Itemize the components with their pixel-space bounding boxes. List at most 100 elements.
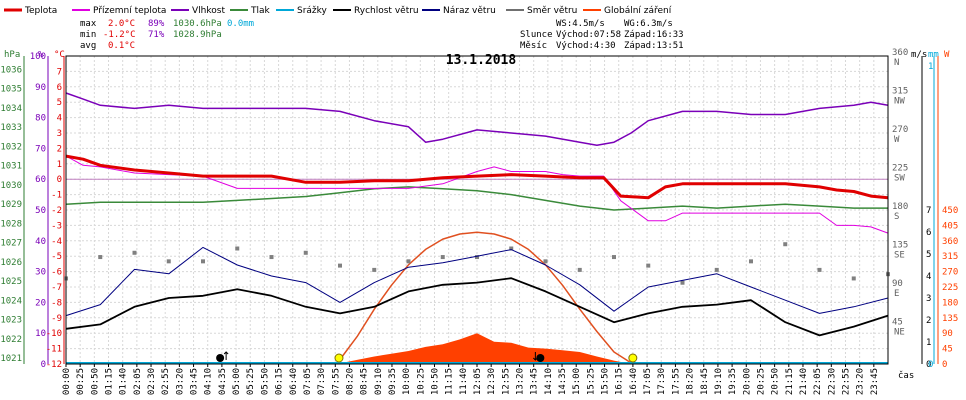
x-tick-label: 05:00 — [232, 368, 242, 395]
humidity-tick-label: 60 — [35, 175, 46, 185]
humidity-tick-label: 10 — [35, 329, 46, 339]
axis-unit-labels: hPa % °C m/s mm W čas — [4, 50, 950, 381]
temperature-tick-label: 5 — [57, 98, 62, 108]
direction-tick-degree: 90 — [892, 279, 903, 289]
x-tick-label: 07:30 — [317, 368, 327, 395]
legend-teplota: Teplota — [24, 6, 57, 16]
x-tick-label: 03:20 — [175, 368, 185, 395]
radiation-tick-label: 405 — [942, 221, 958, 231]
temperature-tick-label: 0 — [57, 175, 62, 185]
wind-tick-label: 4 — [926, 272, 931, 282]
x-tick-label: 10:50 — [430, 368, 440, 395]
wind-direction-point — [132, 250, 137, 255]
series-temperature — [65, 154, 889, 200]
sunset-marker — [628, 353, 638, 363]
series-layer — [64, 92, 890, 365]
wind-direction-point — [509, 246, 514, 251]
wind-tick-label: 3 — [926, 294, 931, 304]
pressure-tick-label: 1024 — [0, 296, 22, 306]
temperature-tick-label: 4 — [57, 114, 62, 124]
legend-smer-vetru: Směr větru — [527, 6, 577, 16]
x-tick-label: 12:55 — [501, 368, 511, 395]
radiation-tick-label: 315 — [942, 252, 958, 262]
x-tick-label: 09:35 — [388, 368, 398, 395]
unit-rain: mm — [928, 50, 939, 60]
wind-direction-point — [543, 259, 548, 264]
plot-frame — [65, 55, 889, 365]
x-tick-label: 23:20 — [856, 368, 866, 395]
x-tick-label: 02:30 — [147, 368, 157, 395]
direction-tick-name: SE — [894, 251, 905, 261]
radiation-tick-label: 0 — [942, 360, 947, 370]
stat-ws: WS:4.5m/s — [556, 19, 605, 29]
pressure-tick-label: 1031 — [0, 162, 22, 172]
stat-min-press: 1028.9hPa — [173, 30, 222, 40]
temperature-tick-label: -1 — [51, 191, 62, 201]
direction-tick-name: N — [894, 58, 899, 68]
stat-max-rain: 0.0mm — [227, 19, 254, 29]
legend-tlak: Tlak — [250, 6, 271, 16]
x-tick-label: 12:30 — [487, 368, 497, 395]
x-tick-label: 07:55 — [331, 368, 341, 395]
temperature-tick-label: -9 — [51, 314, 62, 324]
x-tick-label: 09:10 — [374, 368, 384, 395]
pressure-tick-label: 1032 — [0, 142, 22, 152]
unit-wind: m/s — [911, 50, 927, 60]
series-global-radiation — [336, 333, 632, 364]
x-tick-label: 13:45 — [530, 368, 540, 395]
x-tick-label: 18:45 — [700, 368, 710, 395]
x-tick-label: 15:00 — [572, 368, 582, 395]
x-tick-label: 22:30 — [827, 368, 837, 395]
wind-direction-point — [817, 267, 822, 272]
x-tick-label: 21:40 — [799, 368, 809, 395]
x-tick-label: 05:25 — [246, 368, 256, 395]
x-tick-label: 11:15 — [445, 368, 455, 395]
x-tick-label: 17:05 — [643, 368, 653, 395]
legend-naraz-vetru: Náraz větru — [443, 6, 496, 16]
x-tick-label: 12:05 — [473, 368, 483, 395]
moonset-arrow — [533, 352, 538, 361]
humidity-tick-label: 50 — [35, 206, 46, 216]
moonrise-marker — [216, 354, 225, 362]
radiation-tick-label: 135 — [942, 314, 958, 324]
x-tick-label: 01:15 — [105, 368, 115, 395]
temperature-tick-label: 3 — [57, 129, 62, 139]
temperature-tick-label: 6 — [57, 83, 62, 93]
radiation-tick-label: 270 — [942, 268, 958, 278]
temperature-tick-label: -8 — [51, 298, 62, 308]
temperature-tick-label: -11 — [46, 345, 62, 355]
stat-min-temp: -1.2°C — [103, 30, 136, 40]
wind-direction-point — [303, 250, 308, 255]
stats-block: max 2.0°C 89% 1030.6hPa 0.0mm min -1.2°C… — [80, 19, 684, 51]
x-tick-label: 01:40 — [119, 368, 129, 395]
wind-direction-point — [235, 246, 240, 251]
wind-direction-point — [201, 259, 205, 264]
radiation-tick-label: 180 — [942, 298, 958, 308]
x-axis: 00:00 00:25 00:50 01:15 01:40 02:05 02:30 02:55… — [62, 364, 880, 395]
x-tick-label: 07:05 — [303, 368, 313, 395]
stat-avg-temp: 0.1°C — [108, 41, 135, 51]
pressure-tick-label: 1035 — [0, 85, 22, 95]
temperature-tick-label: 2 — [57, 144, 62, 154]
radiation-tick-label: 45 — [942, 345, 953, 355]
radiation-tick-label: 360 — [942, 237, 958, 247]
humidity-tick-label: 20 — [35, 298, 46, 308]
pressure-tick-label: 1025 — [0, 277, 22, 287]
legend-globalni-zareni: Globální záření — [604, 6, 672, 16]
x-tick-label: 10:25 — [416, 368, 426, 395]
humidity-tick-label: 0 — [41, 360, 46, 370]
direction-tick-degree: 135 — [892, 241, 908, 251]
wind-direction-point — [612, 255, 616, 260]
humidity-tick-label: 70 — [35, 144, 46, 154]
stat-wg: WG:6.3m/s — [624, 19, 673, 29]
x-tick-label: 04:10 — [204, 368, 214, 395]
legend-rychlost-vetru: Rychlost větru — [354, 6, 419, 16]
x-tick-label: 05:50 — [260, 368, 270, 395]
radiation-tick-label: 450 — [942, 206, 958, 216]
wind-direction-point — [406, 259, 411, 264]
x-tick-label: 16:15 — [615, 368, 625, 395]
humidity-tick-label: 40 — [35, 237, 46, 247]
x-tick-label: 18:20 — [686, 368, 696, 395]
x-tick-label: 23:45 — [870, 368, 880, 395]
pressure-tick-label: 1026 — [0, 258, 22, 268]
